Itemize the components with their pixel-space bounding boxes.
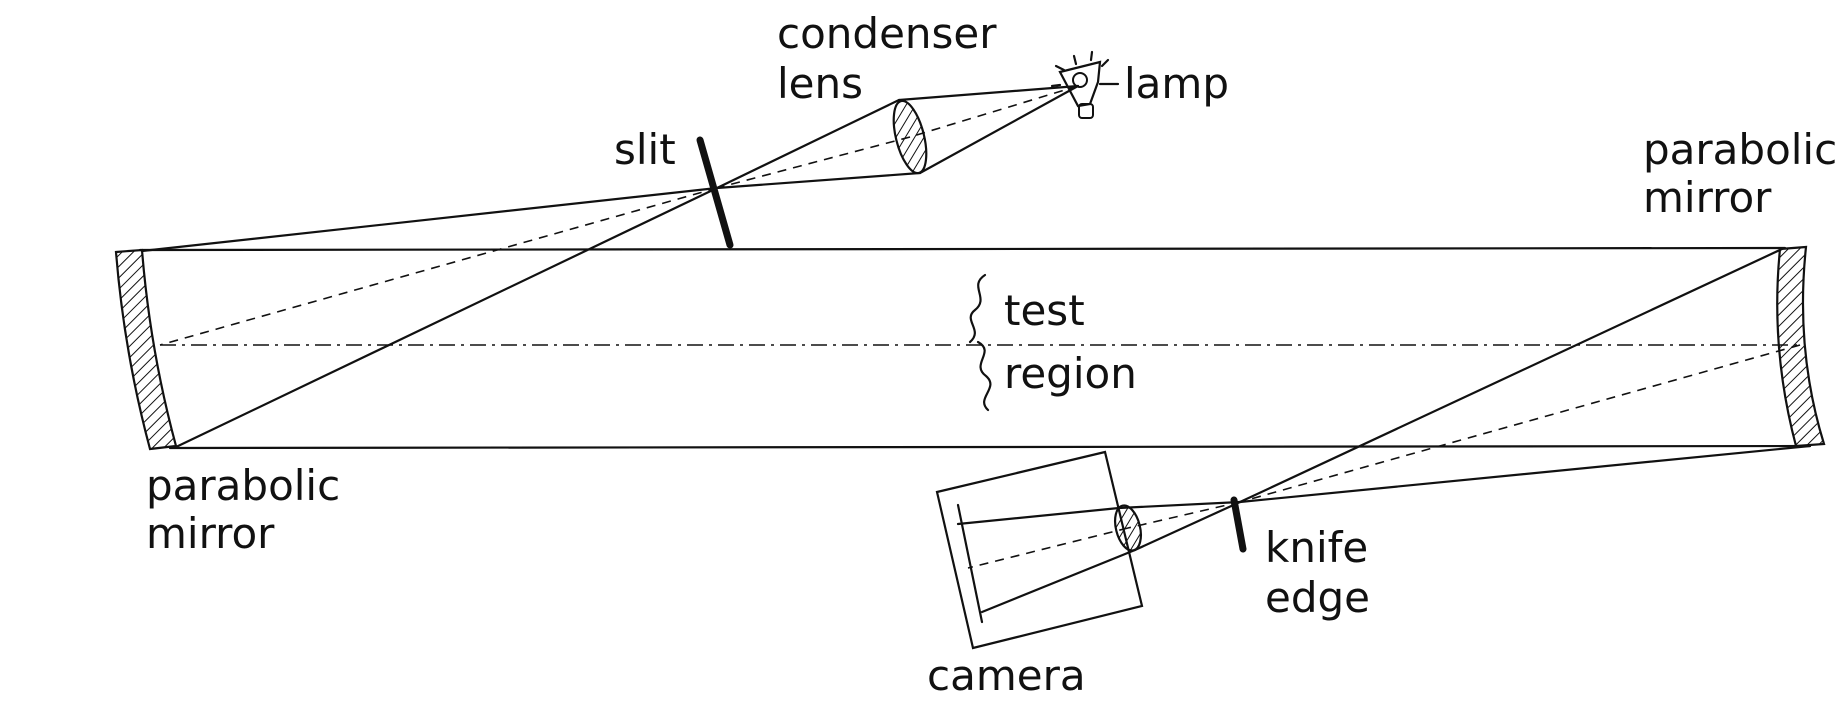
ray-lamp-to-lens-center bbox=[909, 85, 1079, 138]
camera-icon bbox=[935, 450, 1144, 650]
ray-lens-to-slit-bottom bbox=[715, 171, 922, 190]
ray-knife-to-lens-top bbox=[1117, 500, 1242, 510]
ray-lens-to-slit-top bbox=[715, 98, 901, 190]
knife-edge bbox=[1230, 496, 1247, 553]
left-mirror-label-line1: parabolic bbox=[146, 461, 340, 510]
condenser-lens bbox=[892, 99, 928, 175]
tube-top-line bbox=[138, 246, 1787, 252]
ray-knife-to-lens-bottom bbox=[1133, 500, 1242, 552]
test-region-wave-lower bbox=[976, 340, 992, 412]
ray-lamp-to-lens-top bbox=[897, 84, 1080, 102]
knife-edge-label-line2: edge bbox=[1265, 573, 1370, 622]
ray-right-to-knife-bottom bbox=[1238, 444, 1812, 504]
tube-bottom-line bbox=[168, 444, 1812, 450]
right-mirror-label-line2: mirror bbox=[1643, 173, 1772, 222]
ray-knife-to-lens-center bbox=[1127, 501, 1241, 529]
condenser-lens-label-line2: lens bbox=[777, 59, 863, 108]
ray-lens-to-film-top bbox=[956, 506, 1121, 526]
ray-right-to-knife-top bbox=[1238, 247, 1784, 504]
ray-lens-to-slit-center bbox=[716, 136, 911, 189]
camera-label: camera bbox=[927, 651, 1086, 700]
ray-right-to-knife-center bbox=[1239, 344, 1801, 503]
left-mirror-label-line2: mirror bbox=[146, 509, 275, 558]
test-region-label-line2: region bbox=[1004, 349, 1137, 398]
lamp-label: lamp bbox=[1124, 59, 1229, 108]
left-parabolic-mirror bbox=[114, 248, 178, 451]
ray-lens-to-film-center bbox=[967, 527, 1129, 569]
test-region-wave-upper bbox=[968, 273, 987, 344]
knife-edge-label-line1: knife bbox=[1265, 523, 1368, 572]
test-region-label-line1: test bbox=[1004, 286, 1085, 335]
condenser-lens-label-line1: condenser bbox=[777, 9, 997, 58]
ray-lens-to-film-bottom bbox=[980, 548, 1137, 614]
camera-lens bbox=[1113, 504, 1143, 552]
ray-slit-to-left-bottom bbox=[174, 186, 719, 449]
ray-lamp-to-lens-bottom bbox=[918, 84, 1080, 175]
slit-label: slit bbox=[614, 125, 676, 174]
slit bbox=[696, 136, 734, 249]
lamp-icon bbox=[1050, 50, 1120, 119]
right-mirror-label-line1: parabolic bbox=[1643, 125, 1837, 174]
right-parabolic-mirror bbox=[1776, 245, 1826, 448]
ray-slit-to-left-top bbox=[140, 186, 719, 253]
ray-slit-to-left-center bbox=[159, 187, 718, 346]
